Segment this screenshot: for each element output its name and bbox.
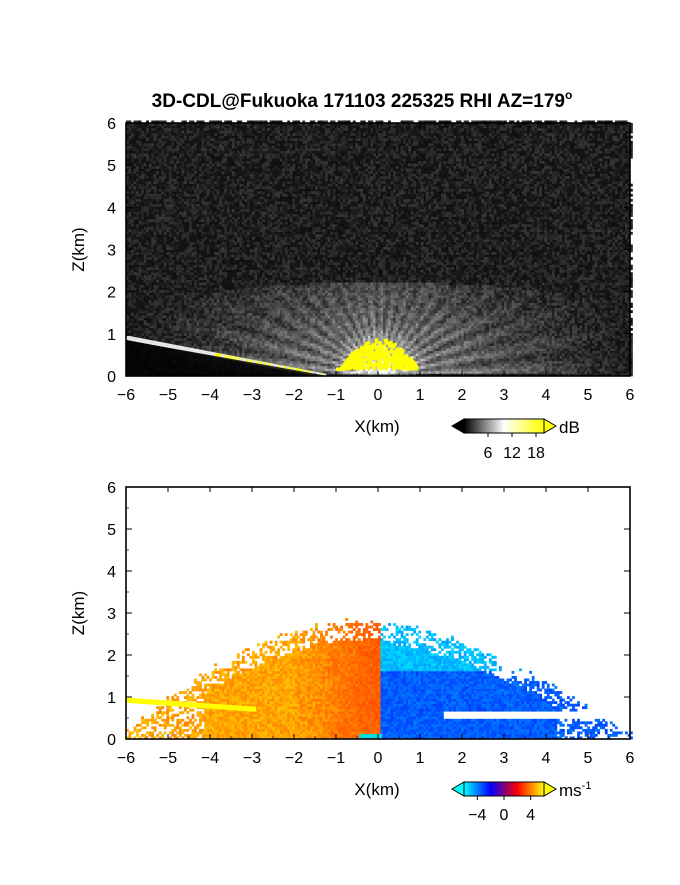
velocity-field bbox=[126, 618, 633, 739]
y-tick-label: 0 bbox=[107, 369, 116, 386]
x-tick-label: 3 bbox=[500, 387, 509, 404]
colorbar bbox=[464, 782, 544, 796]
x-tick-label: −5 bbox=[159, 387, 177, 404]
colorbar-low-arrow bbox=[452, 782, 464, 796]
y-tick-label: 6 bbox=[107, 116, 116, 133]
x-tick-label: −2 bbox=[285, 750, 303, 767]
colorbar-low-arrow bbox=[452, 419, 464, 433]
x-tick-label: −3 bbox=[243, 387, 261, 404]
x-tick-label: −4 bbox=[201, 750, 219, 767]
colorbar-tick-label: 0 bbox=[500, 807, 509, 824]
y-tick-label: 2 bbox=[107, 648, 116, 665]
x-tick-label: −2 bbox=[285, 387, 303, 404]
colorbar-high-arrow bbox=[544, 782, 556, 796]
y-tick-label: 4 bbox=[107, 564, 116, 581]
x-tick-label: 0 bbox=[374, 387, 383, 404]
y-axis-label: Z(km) bbox=[69, 591, 88, 635]
x-tick-label: 5 bbox=[584, 750, 593, 767]
y-tick-label: 1 bbox=[107, 327, 116, 344]
x-tick-label: −4 bbox=[201, 387, 219, 404]
x-tick-label: 0 bbox=[374, 750, 383, 767]
y-tick-label: 5 bbox=[107, 522, 116, 539]
y-tick-label: 6 bbox=[107, 480, 116, 497]
x-axis-label: X(km) bbox=[354, 417, 399, 436]
y-tick-label: 5 bbox=[107, 158, 116, 175]
colorbar-tick-label: 6 bbox=[484, 445, 493, 462]
colorbar-unit: ms-1 bbox=[559, 780, 591, 800]
y-tick-label: 3 bbox=[107, 243, 116, 260]
x-tick-label: 6 bbox=[626, 387, 635, 404]
x-tick-label: 5 bbox=[584, 387, 593, 404]
x-tick-label: −1 bbox=[327, 387, 345, 404]
x-tick-label: 2 bbox=[458, 387, 467, 404]
x-tick-label: −3 bbox=[243, 750, 261, 767]
x-tick-label: 1 bbox=[416, 750, 425, 767]
colorbar-tick-label: 12 bbox=[503, 445, 521, 462]
colorbar-tick-label: 18 bbox=[527, 445, 545, 462]
figure-title: 3D-CDL@Fukuoka 171103 225325 RHI AZ=179o bbox=[152, 88, 573, 112]
x-tick-label: 3 bbox=[500, 750, 509, 767]
y-tick-label: 1 bbox=[107, 690, 116, 707]
y-tick-label: 0 bbox=[107, 732, 116, 749]
y-tick-label: 2 bbox=[107, 285, 116, 302]
colorbar-high-arrow bbox=[544, 419, 556, 433]
x-tick-label: −1 bbox=[327, 750, 345, 767]
colorbar-tick-label: −4 bbox=[468, 807, 486, 824]
x-tick-label: 2 bbox=[458, 750, 467, 767]
colorbar-tick-label: 4 bbox=[526, 807, 535, 824]
x-tick-label: 4 bbox=[542, 750, 551, 767]
y-axis-label: Z(km) bbox=[69, 227, 88, 271]
x-axis-label: X(km) bbox=[354, 780, 399, 799]
x-tick-label: 6 bbox=[626, 750, 635, 767]
x-tick-label: −6 bbox=[117, 750, 135, 767]
y-tick-label: 3 bbox=[107, 606, 116, 623]
colorbar bbox=[464, 419, 544, 433]
y-tick-label: 4 bbox=[107, 200, 116, 217]
x-tick-label: −6 bbox=[117, 387, 135, 404]
x-tick-label: 1 bbox=[416, 387, 425, 404]
x-tick-label: −5 bbox=[159, 750, 177, 767]
x-tick-label: 4 bbox=[542, 387, 551, 404]
colorbar-unit: dB bbox=[559, 418, 580, 437]
